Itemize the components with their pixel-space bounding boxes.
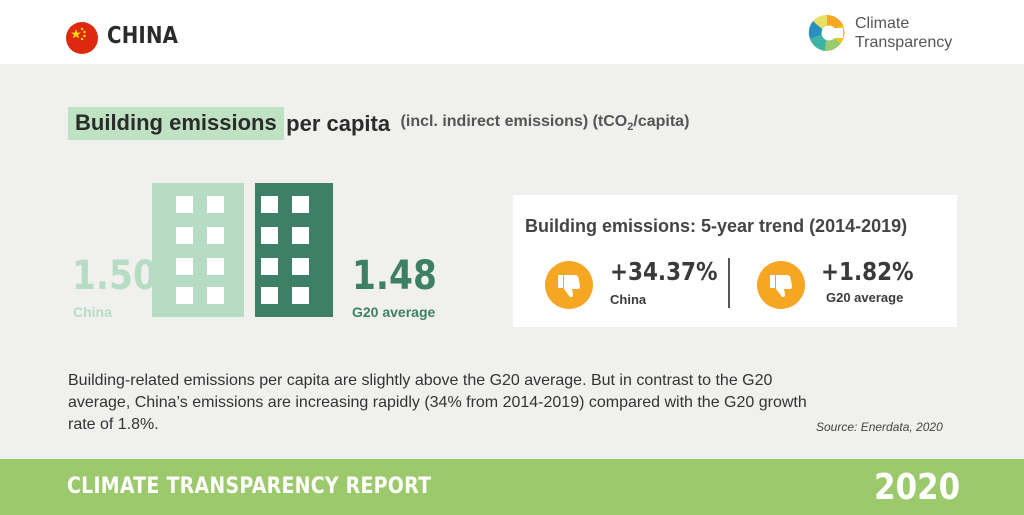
source-note: Source: Enerdata, 2020 xyxy=(816,420,943,434)
china-building-icon xyxy=(152,183,244,317)
footer-bar: CLIMATE TRANSPARENCY REPORT 2020 xyxy=(0,459,1024,515)
window xyxy=(261,227,278,244)
window xyxy=(292,227,309,244)
g20-building-icon xyxy=(255,183,333,317)
footer-year: 2020 xyxy=(873,467,960,508)
title-highlight: Building emissions xyxy=(68,107,284,140)
window xyxy=(292,287,309,304)
window xyxy=(207,227,224,244)
thumbs-down-icon xyxy=(545,261,593,309)
window xyxy=(261,287,278,304)
subtitle-post: /capita) xyxy=(633,113,690,131)
window xyxy=(176,196,193,213)
china-label: China xyxy=(73,304,112,320)
window xyxy=(176,258,193,275)
thumbs-down-icon xyxy=(757,261,805,309)
trend-china-value: +34.37% xyxy=(610,257,718,286)
window xyxy=(292,196,309,213)
logo-wordmark: Climate Transparency xyxy=(855,14,952,52)
g20-value: 1.48 xyxy=(352,253,437,299)
window xyxy=(207,258,224,275)
header-bar: CHINA Climate Transparency xyxy=(0,0,1024,64)
subtitle-pre: (incl. indirect emissions) (tCO xyxy=(400,113,628,131)
window xyxy=(261,196,278,213)
description-text: Building-related emissions per capita ar… xyxy=(68,372,807,433)
title-rest: per capita xyxy=(286,110,391,136)
trend-title: Building emissions: 5-year trend (2014-2… xyxy=(525,216,908,236)
trend-china-label: China xyxy=(610,292,647,307)
logo-line-2: Transparency xyxy=(855,34,953,51)
country-name: CHINA xyxy=(107,23,179,49)
climate-transparency-logo-icon xyxy=(807,13,847,53)
subtitle-subscript: 2 xyxy=(627,121,634,134)
g20-label: G20 average xyxy=(352,304,436,320)
window xyxy=(207,287,224,304)
trend-divider xyxy=(728,258,730,308)
window xyxy=(176,227,193,244)
trend-g20-label: G20 average xyxy=(826,290,904,305)
trend-panel: Building emissions: 5-year trend (2014-2… xyxy=(513,195,957,327)
logo-line-1: Climate xyxy=(855,15,910,32)
page-title: Building emissions per capita (incl. ind… xyxy=(68,107,689,141)
window xyxy=(176,287,193,304)
window xyxy=(261,258,278,275)
title-subtitle: (incl. indirect emissions) (tCO2/capita) xyxy=(401,113,690,133)
china-flag-icon xyxy=(66,22,98,54)
china-value: 1.50 xyxy=(72,253,157,299)
trend-g20-value: +1.82% xyxy=(821,257,914,286)
window xyxy=(292,258,309,275)
footer-report-title: CLIMATE TRANSPARENCY REPORT xyxy=(67,474,432,499)
window xyxy=(207,196,224,213)
